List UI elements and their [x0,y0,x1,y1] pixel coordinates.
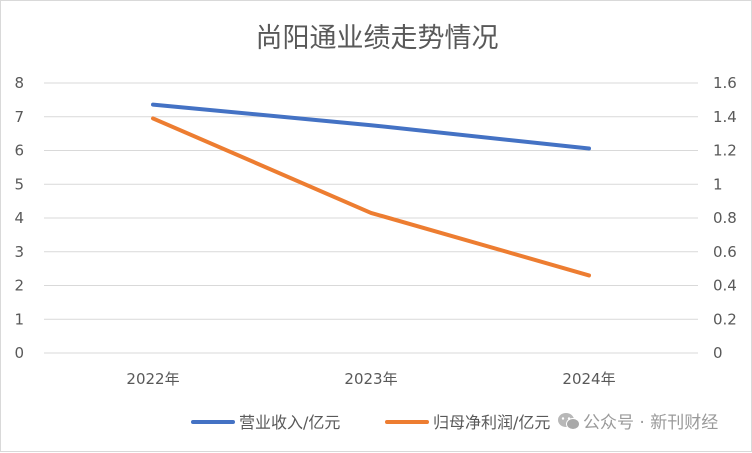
left-axis-ticks: 0 1 2 3 4 5 6 7 8 [14,74,24,362]
x-tick-label: 2024年 [562,370,615,388]
left-tick-label: 2 [14,277,24,295]
wechat-icon [558,413,580,430]
right-tick-label: 1.2 [713,142,737,160]
left-tick-label: 0 [14,344,24,362]
left-tick-label: 1 [14,310,24,328]
left-tick-label: 5 [14,175,24,193]
right-tick-label: 1 [713,175,723,193]
legend-label: 归母净利润/亿元 [433,413,550,432]
x-tick-label: 2022年 [126,370,179,388]
right-tick-label: 1.6 [713,74,737,92]
legend: 营业收入/亿元 归母净利润/亿元 [193,413,550,432]
right-tick-label: 0.4 [713,277,737,295]
series-line-1 [153,105,589,149]
right-tick-label: 0.6 [713,243,737,261]
chart-title: 尚阳通业绩走势情况 [256,23,499,54]
watermark: 公众号 · 新刊财经 [558,413,718,433]
right-tick-label: 1.4 [713,108,737,126]
left-tick-label: 7 [14,108,24,126]
right-tick-label: 0 [713,344,723,362]
series-layer [153,105,589,276]
left-tick-label: 6 [14,142,24,160]
x-axis-ticks: 2022年 2023年 2024年 [126,370,615,388]
left-tick-label: 4 [14,209,24,227]
right-tick-label: 0.8 [713,209,737,227]
x-tick-label: 2023年 [344,370,397,388]
left-tick-label: 8 [14,74,24,92]
right-tick-label: 0.2 [713,310,737,328]
watermark-text: 公众号 · 新刊财经 [583,413,718,433]
right-axis-ticks: 0 0.2 0.4 0.6 0.8 1 1.2 1.4 1.6 [713,74,737,362]
legend-label: 营业收入/亿元 [239,413,340,432]
left-tick-label: 3 [14,243,24,261]
